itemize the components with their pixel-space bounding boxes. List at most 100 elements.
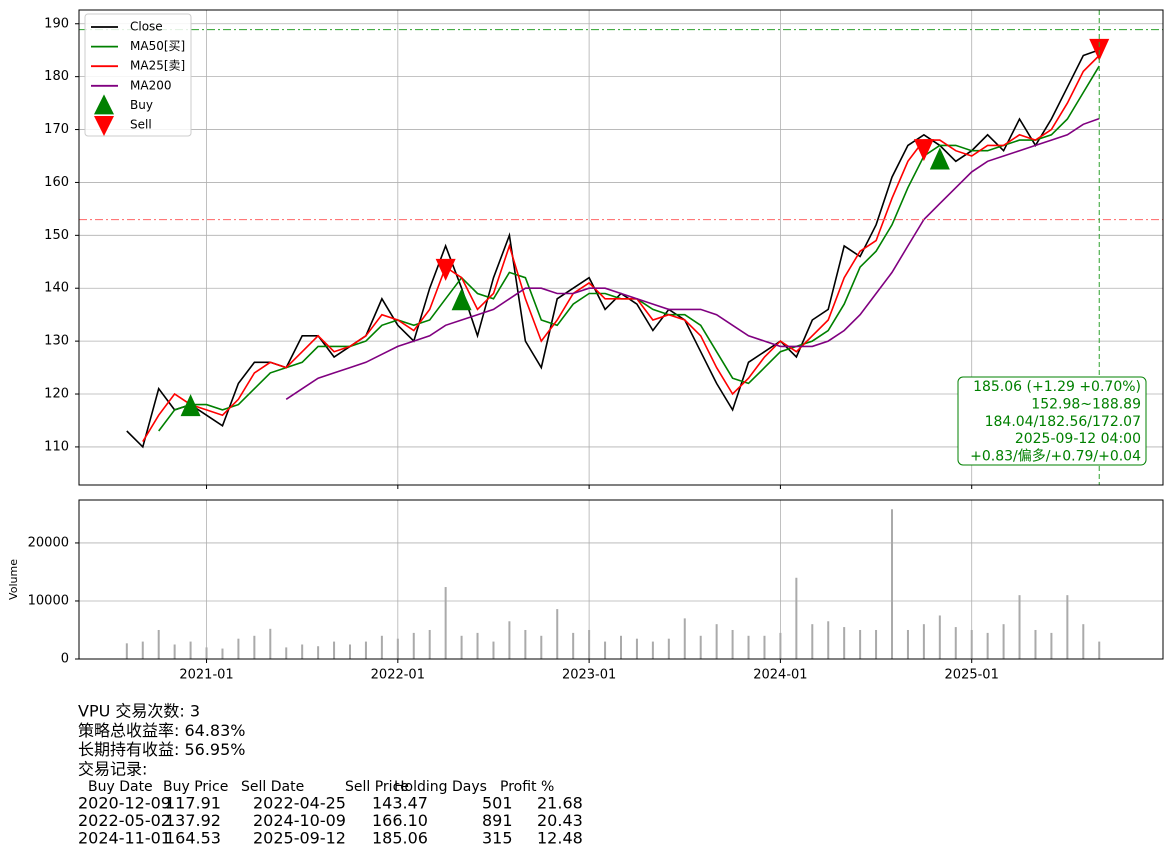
x-tick-label: 2023-01 — [562, 668, 616, 683]
table-header: Holding Days — [394, 779, 487, 795]
volume-bar — [763, 635, 766, 659]
volume-bar — [540, 635, 543, 659]
volume-bar — [891, 509, 893, 659]
table-cell: 137.92 — [165, 811, 221, 830]
volume-bar — [428, 629, 431, 659]
x-tick-label: 2025-01 — [945, 668, 999, 683]
annotation-text: 185.06 (+1.29 +0.70%) — [973, 379, 1141, 395]
volume-bar — [556, 609, 559, 659]
volume-bar — [460, 635, 463, 659]
volume-bar — [938, 615, 941, 659]
volume-bar — [715, 624, 718, 659]
legend-label: MA50[买] — [130, 39, 185, 53]
y-tick-label: 150 — [44, 228, 69, 243]
volume-bar — [317, 646, 320, 659]
volume-bar — [843, 627, 846, 659]
legend-box — [84, 13, 192, 137]
y-tick-label: 160 — [44, 175, 69, 190]
series-line — [126, 49, 1100, 449]
annotation-text: 184.04/182.56/172.07 — [985, 414, 1141, 430]
legend-label: MA200 — [130, 78, 171, 92]
volume-bar — [189, 641, 192, 659]
legend-label: MA25[卖] — [130, 59, 185, 73]
y-tick-label: 20000 — [28, 535, 69, 550]
y-tick-label: 110 — [44, 439, 69, 454]
volume-bar — [859, 629, 862, 659]
x-tick-label: 2024-01 — [753, 668, 807, 683]
trade-marker — [451, 288, 472, 311]
volume-bar — [954, 627, 957, 659]
x-tick-label: 2021-01 — [179, 668, 233, 683]
volume-bar — [1098, 641, 1101, 659]
volume-bar — [875, 629, 878, 659]
legend-label: Close — [130, 20, 163, 34]
y-tick-label: 190 — [44, 16, 69, 31]
trade-marker — [913, 139, 934, 162]
volume-bar — [1050, 632, 1053, 659]
table-cell: 2024-11-01 — [78, 829, 171, 848]
volume-bar — [205, 647, 208, 659]
table-cell: 21.68 — [537, 794, 583, 813]
table-header: Sell Date — [241, 779, 304, 795]
volume-bar — [1002, 624, 1005, 659]
volume-bar — [173, 644, 176, 659]
annotation-box — [957, 376, 1147, 466]
volume-bar — [380, 635, 383, 659]
volume-bar — [269, 628, 272, 659]
volume-bar — [827, 621, 830, 659]
trade-marker — [1089, 38, 1110, 61]
table-cell: 20.43 — [537, 811, 583, 830]
volume-bar — [651, 641, 654, 659]
volume-bar — [604, 641, 607, 659]
volume-bar — [412, 632, 415, 659]
volume-bar — [683, 618, 686, 659]
volume-bar — [221, 648, 224, 659]
table-header: Buy Date — [88, 779, 153, 795]
table-cell: 2022-05-02 — [78, 811, 171, 830]
volume-bar — [301, 644, 304, 659]
y-tick-label: 130 — [44, 334, 69, 349]
table-cell: 185.06 — [372, 829, 428, 848]
volume-bar — [364, 641, 367, 659]
annotation-text: 152.98~188.89 — [1031, 396, 1141, 412]
y-tick-label: 140 — [44, 281, 69, 296]
y-tick-label: 170 — [44, 122, 69, 137]
volume-bar — [444, 587, 447, 659]
volume-bar — [667, 638, 670, 659]
table-cell: 315 — [482, 829, 513, 848]
table-header: Profit % — [500, 779, 554, 795]
volume-bar — [635, 638, 638, 659]
legend-label: Buy — [130, 98, 153, 112]
volume-bar — [237, 638, 240, 659]
volume-bar — [476, 632, 479, 659]
volume-bar — [1034, 629, 1037, 659]
table-cell: 501 — [482, 794, 513, 813]
y-tick-label: 10000 — [28, 593, 69, 608]
axes-frame — [78, 9, 1164, 486]
volume-bar — [906, 629, 909, 659]
annotation-text: +0.83/偏多/+0.79/+0.04 — [970, 448, 1141, 465]
table-cell: 164.53 — [165, 829, 221, 848]
volume-bar — [747, 635, 750, 659]
volume-bar — [125, 643, 128, 659]
volume-bar — [508, 621, 511, 659]
volume-bar — [1066, 595, 1069, 659]
volume-bar — [349, 644, 351, 659]
series-line — [142, 54, 1100, 443]
annotation: 185.06 (+1.29 +0.70%)152.98~188.89 184.04… — [957, 376, 1147, 466]
volume-bar — [285, 647, 288, 659]
volume-bar — [157, 629, 160, 659]
trade-marker — [435, 258, 456, 281]
volume-bar — [620, 635, 622, 659]
volume-bar — [524, 629, 527, 659]
legend: Close MA50[买] MA25[卖] MA200 Buy Sell — [84, 13, 192, 137]
table-header: Buy Price — [163, 779, 228, 795]
y-tick-label: 120 — [44, 387, 69, 402]
volume-bar — [333, 641, 336, 659]
trade-marker — [929, 147, 950, 170]
volume-bar — [795, 577, 798, 659]
volume-bar — [1018, 595, 1021, 659]
volume-bar — [588, 629, 591, 659]
